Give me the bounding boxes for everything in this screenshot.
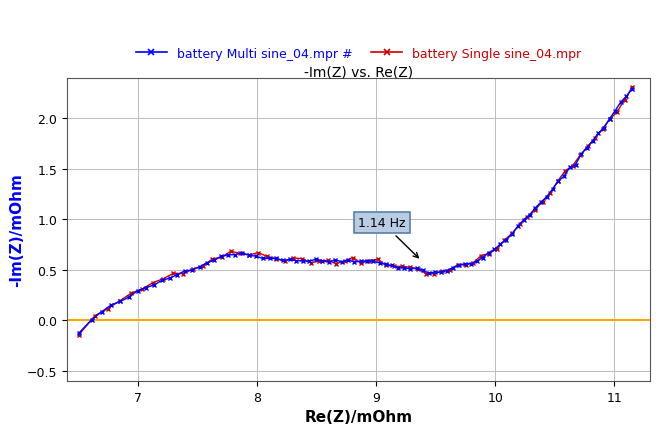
battery Multi sine_04.mpr #: [279, 258, 287, 263]
X-axis label: Re(Z)/mOhm: Re(Z)/mOhm: [304, 409, 413, 424]
battery Multi sine_04.mpr #: [382, 262, 390, 267]
battery Multi sine_04.mpr #: [196, 265, 204, 270]
battery Single sine_04.mpr: [628, 85, 636, 91]
Line: battery Single sine_04.mpr: battery Single sine_04.mpr: [76, 86, 634, 337]
battery Single sine_04.mpr: [272, 256, 280, 261]
Text: 1.14 Hz: 1.14 Hz: [358, 216, 418, 258]
battery Multi sine_04.mpr #: [272, 256, 280, 261]
battery Single sine_04.mpr: [613, 110, 621, 115]
battery Single sine_04.mpr: [390, 264, 398, 269]
Legend: battery Multi sine_04.mpr #, battery Single sine_04.mpr: battery Multi sine_04.mpr #, battery Sin…: [131, 43, 586, 66]
Y-axis label: -Im(Z)/mOhm: -Im(Z)/mOhm: [9, 173, 24, 287]
Line: battery Multi sine_04.mpr #: battery Multi sine_04.mpr #: [76, 87, 634, 336]
battery Multi sine_04.mpr #: [600, 126, 608, 131]
Title: -Im(Z) vs. Re(Z): -Im(Z) vs. Re(Z): [304, 65, 413, 79]
battery Multi sine_04.mpr #: [299, 258, 307, 264]
battery Single sine_04.mpr: [561, 169, 569, 174]
battery Multi sine_04.mpr #: [75, 331, 83, 336]
battery Single sine_04.mpr: [75, 332, 83, 338]
battery Multi sine_04.mpr #: [628, 87, 636, 92]
battery Single sine_04.mpr: [236, 251, 244, 256]
battery Single sine_04.mpr: [340, 259, 348, 264]
